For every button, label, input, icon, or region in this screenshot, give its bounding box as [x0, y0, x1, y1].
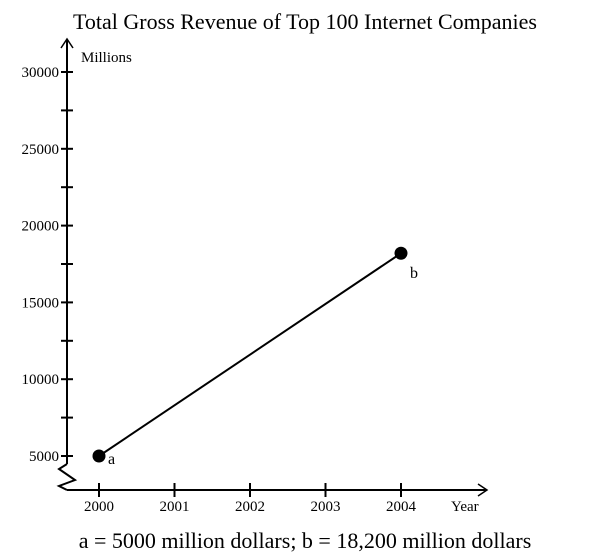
y-tick-label: 25000	[22, 142, 60, 158]
x-tick-label: 2001	[160, 499, 190, 515]
y-tick-label: 30000	[22, 65, 60, 81]
data-point-b	[394, 246, 408, 260]
data-label-a: a	[108, 451, 115, 468]
y-tick-label: 5000	[29, 449, 59, 465]
y-tick-label: 20000	[22, 219, 60, 235]
tick-marks	[61, 71, 402, 497]
x-tick-label: 2003	[311, 499, 341, 515]
data-point-a	[92, 449, 106, 463]
y-axis-arrow	[60, 37, 74, 49]
x-axis-arrow	[477, 483, 489, 497]
x-tick-label: 2000	[84, 499, 114, 515]
data-marks: ab	[92, 246, 418, 468]
chart-caption: a = 5000 million dollars; b = 18,200 mil…	[79, 528, 532, 553]
x-tick-label: 2004	[386, 499, 417, 515]
x-axis-label: Year	[451, 499, 479, 515]
axes	[56, 37, 489, 497]
y-tick-label: 10000	[22, 372, 60, 388]
x-tick-label: 2002	[235, 499, 265, 515]
series-line	[98, 252, 402, 457]
y-axis-break	[56, 463, 78, 491]
tick-labels: 5000 10000 15000 20000 25000 30000 2000 2001 200…	[22, 65, 417, 515]
data-label-b: b	[410, 265, 418, 282]
y-axis-label: Millions	[81, 50, 132, 66]
chart-title: Total Gross Revenue of Top 100 Internet …	[73, 9, 537, 34]
y-tick-label: 15000	[22, 295, 60, 311]
